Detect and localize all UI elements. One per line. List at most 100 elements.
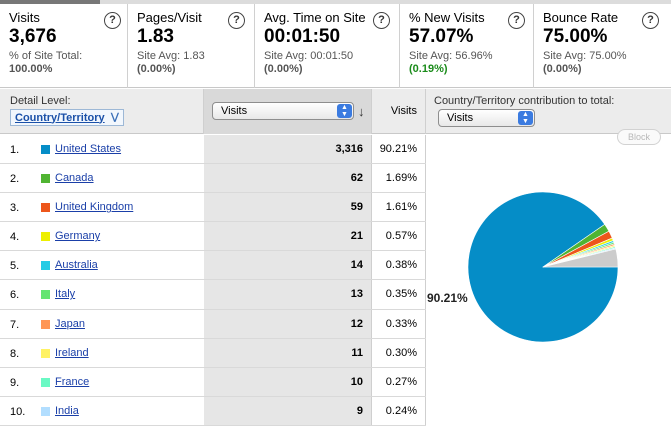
detail-level-cell: Detail Level: Country/Territory ⋁ — [0, 89, 204, 134]
color-swatch — [41, 203, 50, 213]
metric-title: % New Visits — [409, 10, 485, 25]
pie-chart-svg — [467, 191, 619, 343]
help-icon[interactable]: ? — [104, 12, 121, 29]
contribution-pie-chart: Block 90.21% — [427, 129, 671, 426]
top-tab-strip — [0, 0, 671, 4]
metric-subvalue: (0.00%) — [137, 63, 176, 75]
metric-bounce-rate: Bounce Rate 75.00% Site Avg: 75.00% (0.0… — [534, 4, 671, 88]
country-link[interactable]: Australia — [55, 259, 98, 272]
country-link[interactable]: Italy — [55, 288, 76, 301]
row-number: 6. — [10, 289, 20, 302]
row-number: 2. — [10, 173, 20, 186]
metric-visits: Visits 3,676 % of Site Total: 100.00% ? — [0, 4, 128, 88]
country-link[interactable]: Ireland — [55, 346, 89, 359]
country-link[interactable]: India — [55, 404, 79, 417]
color-swatch — [41, 406, 50, 416]
contribution-select-value: Visits — [447, 112, 474, 124]
visits-value: 11 — [204, 338, 372, 367]
row-number: 3. — [10, 202, 20, 215]
metric-subtext: Site Avg: 75.00% — [543, 50, 627, 62]
visits-percent: 0.35% — [372, 280, 426, 309]
select-arrows-icon: ▲ ▼ — [337, 104, 352, 118]
metric-subtext: Site Avg: 56.96% — [409, 50, 493, 62]
pie-slice-label: 90.21% — [427, 291, 468, 305]
color-swatch — [41, 261, 50, 271]
metric-column-header: Visits ▲ ▼ — [204, 89, 372, 134]
country-link[interactable]: France — [55, 375, 90, 388]
metric-value: 00:01:50 — [264, 26, 341, 47]
visits-value: 9 — [204, 396, 372, 425]
row-number: 10. — [10, 405, 26, 418]
metric-new-visits: % New Visits 57.07% Site Avg: 56.96% (0.… — [400, 4, 534, 88]
metric-subtext: Site Avg: 00:01:50 — [264, 50, 354, 62]
table-header: Detail Level: Country/Territory ⋁ Visits… — [0, 89, 671, 134]
metric-avg-time-on-site: Avg. Time on Site 00:01:50 Site Avg: 00:… — [255, 4, 400, 88]
block-button[interactable]: Block — [617, 129, 661, 145]
visits-value: 21 — [204, 222, 372, 251]
metric-pages-per-visit: Pages/Visit 1.83 Site Avg: 1.83 (0.00%) … — [128, 4, 255, 88]
table-row: 7. Japan 12 0.33% — [0, 309, 426, 339]
metric-title: Avg. Time on Site — [264, 10, 366, 25]
visits-percent: 0.33% — [372, 309, 426, 338]
help-icon[interactable]: ? — [508, 12, 525, 29]
color-swatch — [41, 232, 50, 242]
country-link[interactable]: Canada — [55, 172, 94, 185]
visits-percent: 0.24% — [372, 396, 426, 425]
help-icon[interactable]: ? — [373, 12, 390, 29]
active-tab-indicator — [0, 0, 100, 4]
table-row: 9. France 10 0.27% — [0, 367, 426, 397]
metrics-summary: Visits 3,676 % of Site Total: 100.00% ? … — [0, 4, 671, 88]
country-link[interactable]: Japan — [55, 317, 85, 330]
inactive-tab-strip — [100, 0, 671, 4]
metric-title: Pages/Visit — [137, 10, 202, 25]
metric-value: 1.83 — [137, 26, 174, 47]
row-number: 1. — [10, 144, 20, 156]
metric-subtext: % of Site Total: — [9, 50, 83, 62]
contribution-header: Country/Territory contribution to total:… — [426, 89, 671, 134]
visits-column-header[interactable]: Visits — [372, 89, 426, 134]
metric-value: 3,676 — [9, 26, 57, 47]
color-swatch — [41, 145, 50, 154]
metric-select-value: Visits — [221, 105, 248, 117]
row-number: 8. — [10, 347, 20, 360]
row-number: 7. — [10, 318, 20, 331]
help-icon[interactable]: ? — [228, 12, 245, 29]
color-swatch — [41, 174, 50, 184]
table-row: 8. Ireland 11 0.30% — [0, 338, 426, 368]
visits-value: 59 — [204, 193, 372, 222]
country-link[interactable]: Germany — [55, 230, 101, 243]
row-number: 4. — [10, 231, 20, 244]
detail-level-dropdown[interactable]: Country/Territory ⋁ — [10, 109, 125, 126]
table-row: 10. India 9 0.24% — [0, 396, 426, 426]
row-number: 5. — [10, 260, 20, 273]
table-row: 6. Italy 13 0.35% — [0, 280, 426, 310]
visits-value: 13 — [204, 280, 372, 309]
visits-percent: 0.38% — [372, 251, 426, 280]
visits-percent: 0.27% — [372, 367, 426, 396]
metric-subvalue: (0.00%) — [264, 63, 303, 75]
country-table: 1. United States 3,316 90.21% 2. Canada … — [0, 135, 426, 426]
country-link[interactable]: United Kingdom — [55, 201, 134, 214]
color-swatch — [41, 348, 50, 358]
metric-title: Visits — [9, 10, 40, 25]
table-row: 1. United States 3,316 90.21% — [0, 135, 426, 165]
visits-value: 14 — [204, 251, 372, 280]
metric-subtext: Site Avg: 1.83 — [137, 50, 205, 62]
contribution-label: Country/Territory contribution to total: — [434, 95, 615, 107]
color-swatch — [41, 319, 50, 329]
pie-slice--other-[interactable] — [542, 248, 619, 268]
row-number: 9. — [10, 376, 20, 389]
metric-value: 57.07% — [409, 26, 474, 47]
help-icon[interactable]: ? — [642, 12, 659, 29]
select-arrows-icon: ▲ ▼ — [518, 111, 533, 125]
country-link[interactable]: United States — [55, 143, 122, 155]
table-row: 4. Germany 21 0.57% — [0, 222, 426, 252]
contribution-select[interactable]: Visits ▲ ▼ — [438, 109, 535, 127]
color-swatch — [41, 377, 50, 387]
sort-descending-icon[interactable]: ↓ — [358, 104, 365, 119]
metric-subvalue: (0.19%) — [409, 63, 448, 75]
visits-percent: 1.61% — [372, 193, 426, 222]
metric-select[interactable]: Visits ▲ ▼ — [212, 102, 354, 120]
metric-subvalue: (0.00%) — [543, 63, 582, 75]
table-row: 2. Canada 62 1.69% — [0, 164, 426, 194]
